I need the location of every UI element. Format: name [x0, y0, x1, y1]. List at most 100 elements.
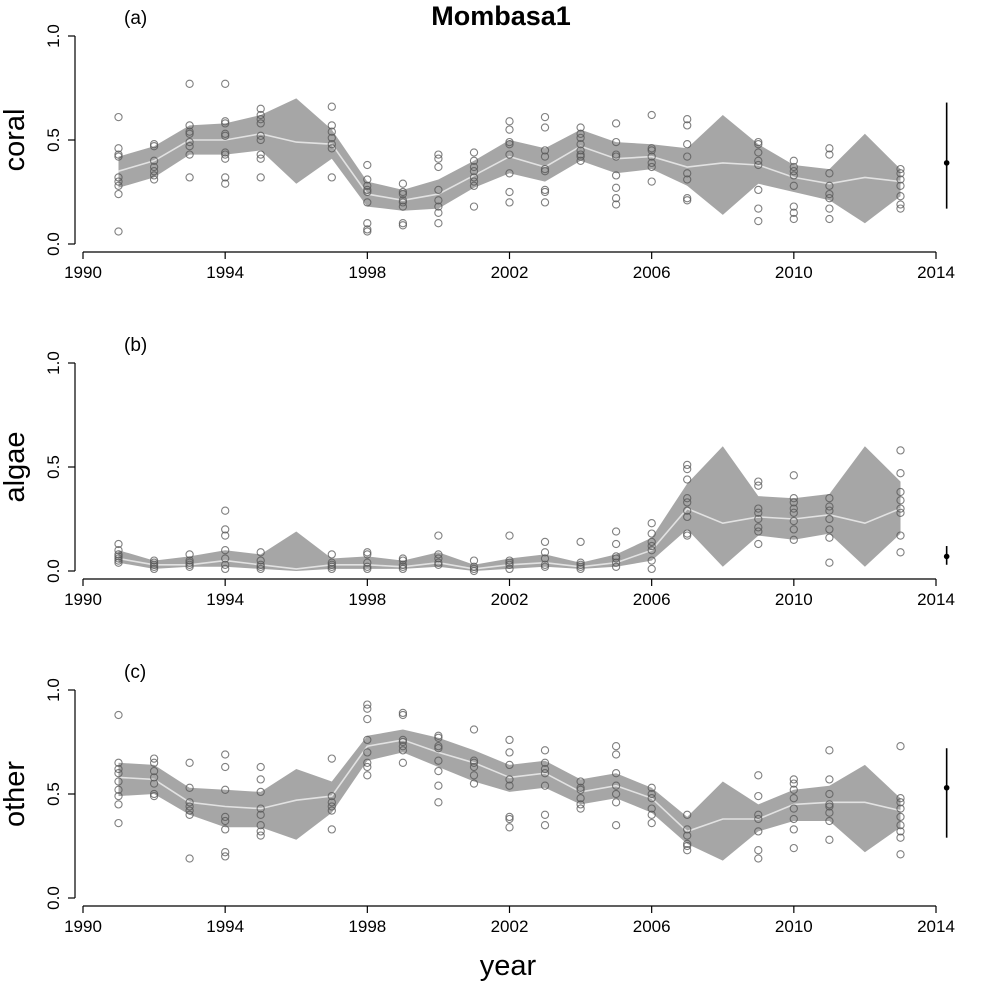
- x-tick-label: 2010: [775, 917, 813, 936]
- data-point: [576, 129, 585, 138]
- data-point: [434, 162, 443, 172]
- data-point: [327, 754, 336, 763]
- data-point: [611, 821, 621, 830]
- y-tick-label: 1.0: [44, 24, 63, 48]
- y-tick-label: 0.5: [44, 782, 63, 806]
- data-point: [256, 564, 265, 574]
- data-point: [256, 119, 265, 128]
- data-point: [114, 112, 123, 122]
- data-point: [363, 219, 372, 228]
- data-point: [398, 737, 408, 747]
- data-point: [505, 531, 514, 540]
- data-point: [540, 764, 550, 774]
- band-b: [118, 446, 901, 571]
- x-tick-label: 1990: [64, 263, 102, 282]
- data-point: [114, 791, 123, 801]
- data-point: [576, 560, 585, 569]
- data-point: [825, 204, 834, 213]
- data-point: [327, 133, 336, 143]
- data-point: [363, 185, 372, 195]
- data-point: [149, 789, 159, 799]
- data-point: [221, 816, 230, 826]
- data-point: [185, 173, 194, 182]
- data-point: [363, 225, 372, 234]
- data-point: [469, 556, 479, 565]
- data-point: [327, 173, 336, 182]
- data-point: [754, 814, 763, 824]
- data-point: [256, 762, 265, 772]
- data-point: [114, 769, 123, 778]
- data-point: [185, 137, 194, 147]
- data-point: [789, 785, 798, 794]
- data-point: [434, 781, 443, 790]
- data-point: [825, 816, 834, 826]
- data-point: [896, 548, 905, 557]
- data-point: [221, 531, 230, 540]
- data-point: [683, 498, 692, 507]
- data-point: [789, 156, 798, 165]
- data-point: [789, 181, 798, 190]
- x-tick-label: 2014: [917, 590, 955, 609]
- data-point: [789, 535, 798, 544]
- data-point: [754, 481, 763, 490]
- data-point: [896, 204, 905, 213]
- data-point: [576, 150, 585, 159]
- data-point: [398, 219, 408, 228]
- data-point: [327, 558, 336, 567]
- data-point: [114, 546, 123, 555]
- data-point: [754, 148, 763, 157]
- data-point: [221, 852, 230, 861]
- panel-a: 1990 1994 1998 2002 2006 2010 2014 0.0 0.5 1.0 cor…: [0, 8, 955, 282]
- data-point: [363, 562, 372, 571]
- data-point: [469, 167, 479, 176]
- data-point: [647, 144, 656, 153]
- data-point: [185, 558, 194, 567]
- data-point: [611, 539, 621, 549]
- data-point: [825, 494, 834, 503]
- summary-mean-point: [943, 553, 950, 560]
- data-point: [683, 140, 692, 149]
- data-point: [540, 746, 550, 755]
- data-point: [505, 735, 514, 745]
- data-point: [611, 750, 621, 759]
- data-point: [149, 167, 159, 176]
- chart-title: Mombasa1: [431, 1, 571, 31]
- data-point: [185, 79, 194, 88]
- y-tick-label: 0.5: [44, 128, 63, 152]
- data-point: [398, 198, 408, 207]
- data-point: [825, 525, 834, 534]
- data-point: [505, 775, 514, 784]
- data-point: [221, 506, 230, 515]
- y-axis-label-coral: coral: [0, 109, 31, 172]
- data-point: [256, 173, 265, 182]
- panel-c: 1990 1994 1998 2002 2006 2010 2014 0.0 0.5 1.0 oth…: [0, 662, 955, 936]
- data-point: [221, 117, 230, 126]
- data-point: [896, 827, 905, 836]
- y-axis-label-algae: algae: [0, 432, 31, 503]
- data-point: [896, 175, 905, 184]
- data-point: [363, 564, 372, 574]
- data-point: [434, 798, 443, 807]
- median-line-a: [118, 132, 901, 202]
- data-point: [540, 769, 550, 778]
- data-point: [363, 735, 372, 745]
- data-point: [683, 196, 692, 205]
- data-point: [363, 700, 372, 709]
- data-point: [647, 158, 656, 168]
- data-point: [114, 539, 123, 549]
- data-point: [363, 181, 372, 190]
- y-tick-label: 0.0: [44, 886, 63, 910]
- band-c: [118, 729, 901, 861]
- panels: 1990 1994 1998 2002 2006 2010 2014 0.0 0.5 1.0 cor…: [0, 8, 955, 936]
- data-point: [576, 140, 585, 149]
- data-point: [185, 758, 194, 767]
- data-point: [576, 800, 585, 809]
- data-point: [221, 546, 230, 555]
- data-point: [576, 794, 585, 803]
- data-point: [540, 187, 550, 197]
- data-point: [825, 181, 834, 190]
- data-point: [434, 219, 443, 228]
- data-point: [505, 814, 514, 824]
- data-point: [505, 823, 514, 832]
- data-point: [256, 821, 265, 830]
